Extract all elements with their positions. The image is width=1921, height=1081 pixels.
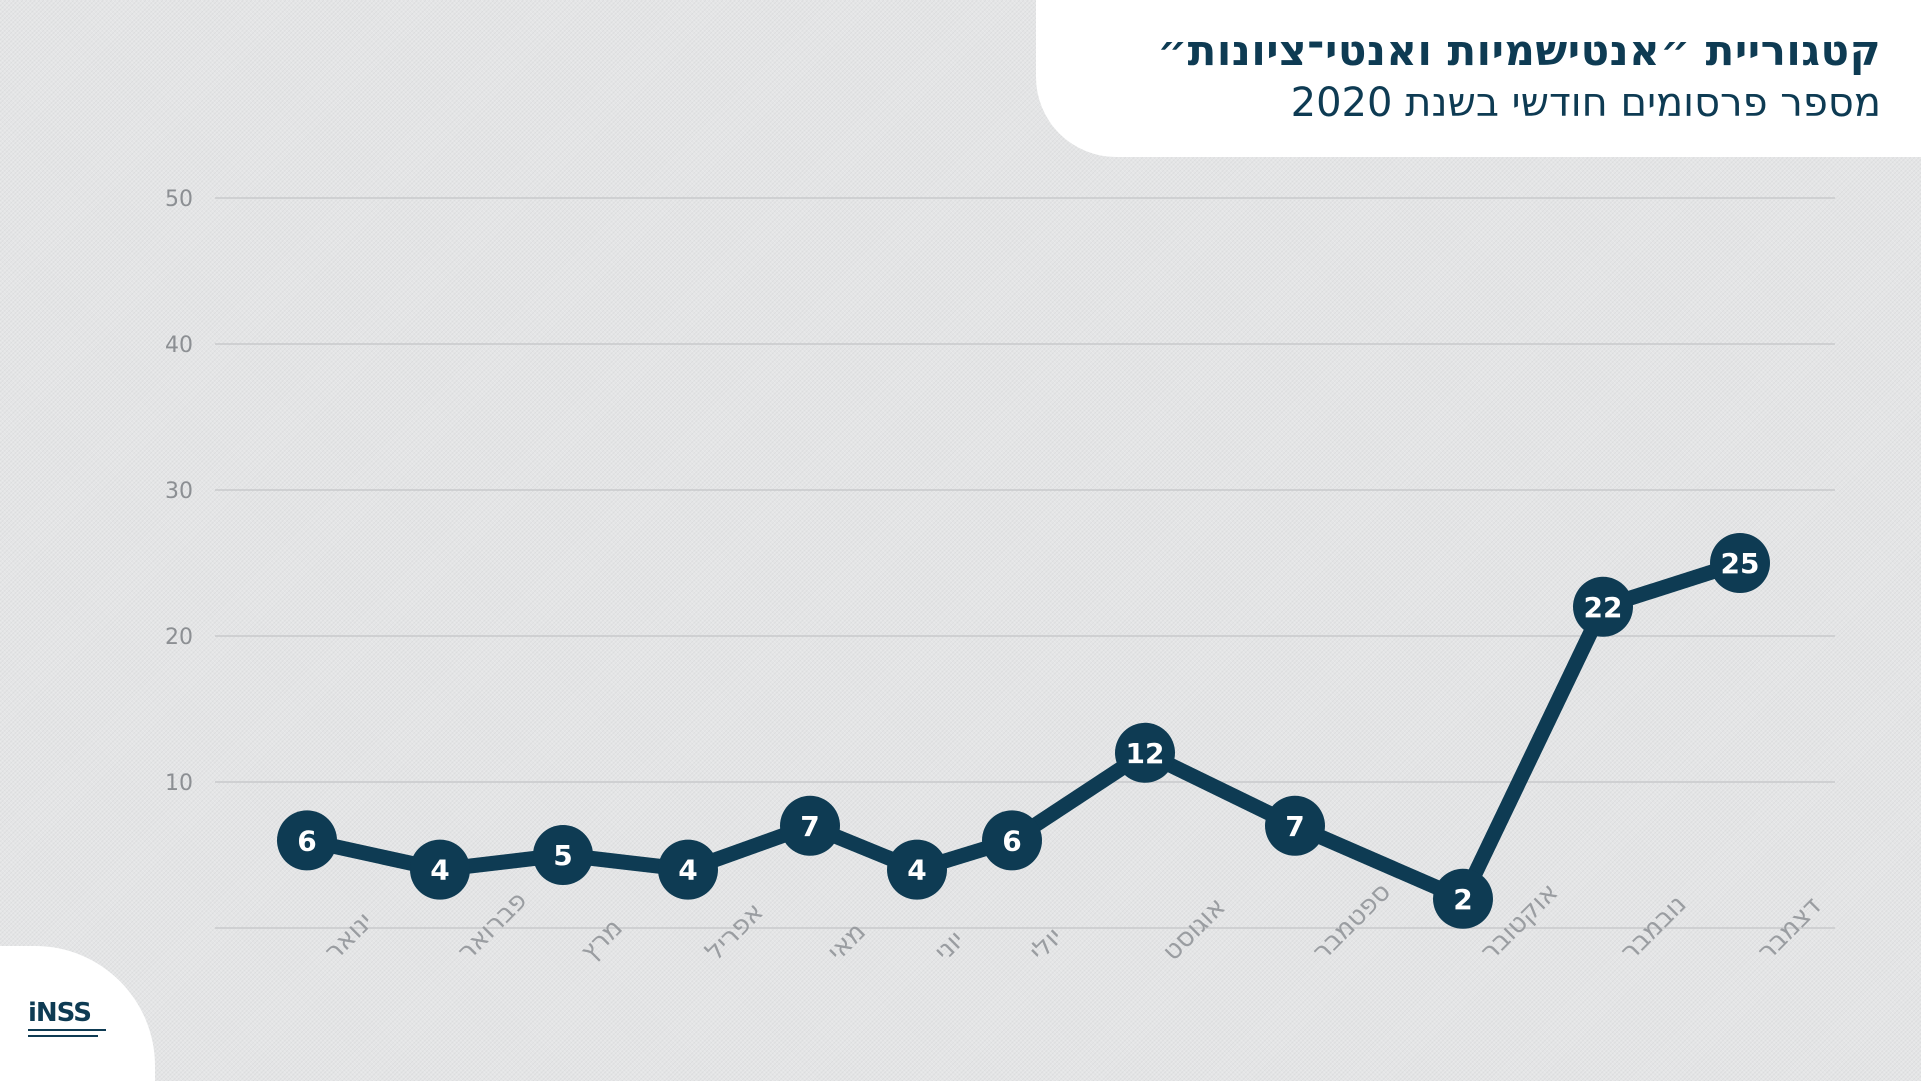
y-tick-label: 40 (165, 333, 193, 358)
y-tick-label: 10 (165, 771, 193, 796)
x-category-label: מאי (822, 917, 872, 967)
x-category-label: יוני (929, 925, 971, 967)
x-category-label: ספטמבר (1307, 877, 1397, 967)
x-category-label: דצמבר (1752, 891, 1828, 967)
chart-title: קטגוריית ״אנטישמיות ואנטי־ציונות״ (1157, 26, 1881, 75)
inss-logo: iNSS (28, 998, 92, 1028)
data-label: 2 (1453, 883, 1472, 916)
data-label: 22 (1584, 591, 1623, 624)
data-point (658, 839, 718, 900)
data-point (1710, 533, 1770, 593)
y-tick-label: 20 (165, 625, 193, 650)
data-label: 5 (553, 839, 572, 872)
chart-subtitle: מספר פרסומים חודשי בשנת 2020 (1290, 80, 1881, 126)
y-axis-ticks: 10 20 30 40 50 (165, 187, 193, 796)
data-point (1573, 576, 1633, 637)
data-label: 6 (1002, 824, 1021, 857)
title-card: קטגוריית ״אנטישמיות ואנטי־ציונות״ מספר פ… (1036, 0, 1921, 157)
data-point (410, 839, 470, 900)
data-label: 7 (800, 810, 819, 843)
data-point (1265, 795, 1325, 856)
data-label: 6 (297, 824, 316, 857)
data-label: 4 (907, 854, 926, 887)
data-label: 12 (1126, 737, 1165, 770)
y-tick-label: 50 (165, 187, 193, 212)
x-axis-categories: ינואר פברואר מרץ אפריל מאי יוני יולי אוגוסט ספטמ… (319, 877, 1828, 967)
x-category-label: אוגוסט (1157, 892, 1232, 967)
data-point (1115, 722, 1175, 783)
data-label: 25 (1721, 547, 1760, 580)
data-label: 4 (678, 854, 697, 887)
data-point (780, 795, 840, 856)
data-point (533, 825, 593, 885)
logo-line (28, 1029, 106, 1031)
x-category-label: אפריל (700, 897, 770, 967)
x-category-label: פברואר (452, 886, 533, 967)
logo-line (28, 1035, 98, 1037)
x-category-label: יולי (1024, 922, 1069, 967)
data-point (982, 810, 1042, 871)
data-point (277, 810, 337, 871)
data-point (1433, 868, 1493, 929)
x-category-label: מרץ (575, 913, 629, 967)
data-label: 7 (1285, 810, 1304, 843)
data-point (887, 839, 947, 900)
x-category-label: ינואר (319, 907, 379, 967)
y-tick-label: 30 (165, 479, 193, 504)
grid-lines (215, 197, 1835, 929)
data-label: 4 (430, 854, 449, 887)
